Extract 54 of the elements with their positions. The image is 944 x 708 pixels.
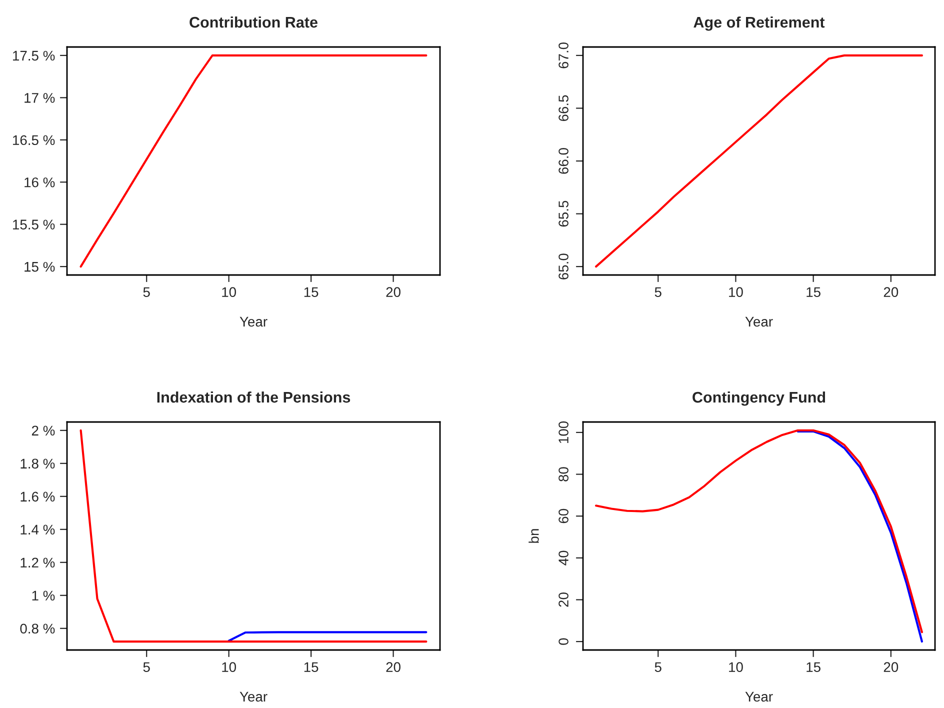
x-axis-title: Year	[240, 692, 268, 702]
y-tick-label: 100	[558, 421, 568, 443]
x-tick-label: 15	[304, 287, 318, 298]
x-tick-label: 5	[654, 662, 662, 672]
y-tick-label: 20	[558, 592, 568, 607]
chart-title: Indexation of the Pensions	[157, 391, 350, 403]
line-series	[228, 631, 428, 642]
y-tick-label: 0	[558, 638, 568, 645]
y-tick-label: 1.4 %	[20, 524, 55, 535]
line-series	[796, 430, 924, 643]
y-tick-label: 15.5 %	[13, 220, 55, 230]
y-tick-label: 16 %	[24, 177, 55, 188]
y-axis-title: bn	[528, 529, 539, 543]
y-tick-label: 67.0	[558, 42, 568, 68]
x-tick-label: 20	[884, 287, 898, 298]
y-tick-label: 17 %	[24, 93, 55, 103]
x-axis-title: Year	[240, 316, 268, 327]
line-series	[594, 54, 924, 268]
y-tick-label: 1 %	[32, 590, 55, 601]
x-tick-label: 10	[729, 662, 743, 672]
y-tick-label: 17.5 %	[13, 50, 55, 61]
x-tick-label: 20	[884, 662, 898, 672]
x-tick-label: 5	[143, 287, 150, 298]
x-axis-title: Year	[745, 316, 773, 327]
y-tick-label: 1.8 %	[20, 458, 55, 469]
x-tick-label: 15	[806, 287, 820, 298]
y-tick-label: 66.0	[558, 148, 568, 174]
x-tick-label: 10	[222, 662, 236, 672]
x-tick-label: 20	[386, 662, 400, 672]
x-tick-label: 5	[654, 287, 662, 298]
x-tick-label: 10	[222, 287, 236, 298]
x-tick-label: 5	[143, 662, 150, 672]
chart-title: Contingency Fund	[692, 391, 826, 406]
line-series	[80, 54, 428, 268]
y-tick-label: 65.5	[558, 200, 568, 227]
x-tick-label: 10	[729, 287, 743, 298]
x-tick-label: 15	[304, 662, 318, 672]
x-axis-title: Year	[745, 692, 773, 702]
y-tick-label: 1.2 %	[20, 558, 55, 568]
y-tick-label: 40	[558, 550, 568, 566]
y-tick-label: 1.6 %	[20, 492, 55, 502]
y-tick-label: 66.5	[558, 95, 568, 122]
y-tick-label: 16.5 %	[13, 135, 55, 146]
y-tick-label: 0.8 %	[20, 624, 55, 634]
y-tick-label: 80	[558, 467, 568, 482]
y-tick-label: 65.0	[558, 254, 568, 280]
chart-title: Contribution Rate	[190, 16, 318, 28]
chart-title: Age of Retirement	[694, 16, 825, 31]
x-tick-label: 15	[806, 662, 820, 672]
y-tick-label: 2 %	[32, 426, 55, 436]
y-tick-label: 60	[558, 508, 568, 524]
x-tick-label: 20	[386, 287, 400, 298]
line-series	[594, 429, 924, 634]
y-tick-label: 15 %	[24, 262, 55, 272]
